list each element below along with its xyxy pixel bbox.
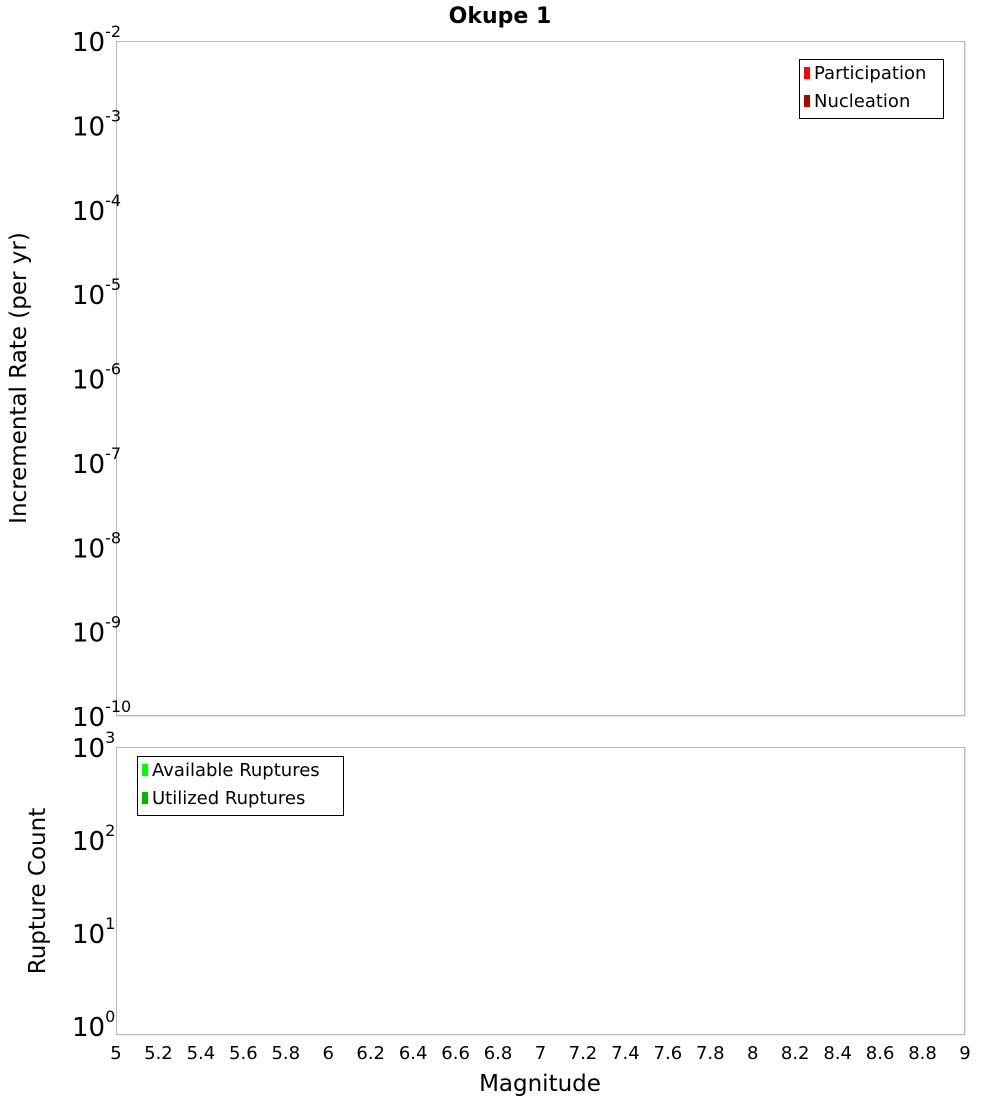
count-y-tick-exponent: 2 (105, 821, 115, 840)
rate-legend-swatch (804, 95, 810, 107)
rate-legend-swatch (804, 67, 810, 79)
rate-y-tick-label: 10-8 (72, 528, 121, 564)
rate-y-tick-exponent: -2 (105, 22, 121, 41)
rate-legend-label: Participation (814, 63, 926, 84)
count-y-tick-label: 102 (72, 821, 115, 857)
rate-frame (116, 41, 965, 716)
x-tick-label: 8.8 (908, 1043, 937, 1064)
rate-legend: Participation Nucleation (799, 59, 944, 119)
count-y-axis-label: Rupture Count (25, 808, 51, 974)
x-tick-label: 7.8 (696, 1043, 725, 1064)
rate-y-tick-label: 10-5 (72, 275, 121, 311)
rate-legend-box (799, 59, 944, 119)
count-y-tick-label: 100 (72, 1007, 115, 1043)
x-tick-label: 6.6 (441, 1043, 470, 1064)
rate-legend-label: Nucleation (814, 91, 910, 112)
x-tick-label: 5.2 (144, 1043, 173, 1064)
rate-y-tick-exponent: -7 (105, 444, 121, 463)
rate-y-tick-exponent: -3 (105, 106, 121, 125)
count-y-tick-label: 101 (72, 914, 115, 950)
rate-panel: 10-2 10-3 10-4 10-5 10-6 10-7 10-8 10-9 10-10 Par… (72, 22, 966, 733)
magnitude-x-ticks: 5 5.2 5.4 5.6 5.8 6 6.2 6.4 6.6 6.8 7 7.2 7.4 7.6 7.8 8… (110, 1043, 970, 1064)
x-tick-label: 7.2 (569, 1043, 598, 1064)
x-tick-label: 6.4 (399, 1043, 428, 1064)
count-legend-label: Utilized Ruptures (152, 788, 305, 809)
x-tick-label: 7.4 (611, 1043, 640, 1064)
count-legend-swatch (142, 764, 148, 776)
rate-y-axis-label: Incremental Rate (per yr) (6, 232, 32, 524)
x-tick-label: 5.4 (187, 1043, 216, 1064)
rate-y-tick-exponent: -5 (105, 275, 121, 294)
rate-y-tick-exponent: -6 (105, 360, 121, 379)
rate-y-tick-label: 10-2 (72, 22, 121, 58)
count-y-tick-label: 103 (72, 728, 115, 764)
x-tick-label: 6 (323, 1043, 334, 1064)
x-tick-label: 6.8 (484, 1043, 513, 1064)
x-tick-label: 8 (747, 1043, 758, 1064)
x-tick-label: 6.2 (356, 1043, 385, 1064)
x-tick-label: 8.6 (866, 1043, 895, 1064)
rate-y-tick-exponent: -10 (105, 697, 131, 716)
rate-y-tick-exponent: -4 (105, 191, 121, 210)
rate-y-tick-exponent: -9 (105, 613, 121, 632)
chart-title: Okupe 1 (449, 4, 552, 29)
rate-y-tick-label: 10-10 (72, 697, 131, 733)
x-tick-label: 7.6 (654, 1043, 683, 1064)
x-tick-label: 5.6 (229, 1043, 258, 1064)
count-legend: Available Ruptures Utilized Ruptures (137, 756, 344, 816)
rate-y-tick-label: 10-7 (72, 444, 121, 480)
rate-y-tick-label: 10-4 (72, 191, 121, 227)
rate-y-tick-label: 10-3 (72, 106, 121, 142)
count-legend-swatch (142, 792, 148, 804)
magnitude-x-axis-label: Magnitude (479, 1071, 601, 1097)
x-tick-label: 9 (959, 1043, 970, 1064)
rate-y-tick-exponent: -8 (105, 528, 121, 547)
count-y-tick-exponent: 1 (105, 914, 115, 933)
x-tick-label: 5.8 (271, 1043, 300, 1064)
x-tick-label: 5 (110, 1043, 121, 1064)
x-tick-label: 8.4 (823, 1043, 852, 1064)
count-legend-label: Available Ruptures (152, 760, 320, 781)
count-y-tick-exponent: 0 (105, 1007, 115, 1026)
x-tick-label: 7 (535, 1043, 546, 1064)
count-legend-box (137, 756, 344, 816)
rate-y-tick-label: 10-6 (72, 360, 121, 396)
x-tick-label: 8.2 (781, 1043, 810, 1064)
rate-y-tick-label: 10-9 (72, 613, 121, 649)
count-y-tick-exponent: 3 (105, 728, 115, 747)
